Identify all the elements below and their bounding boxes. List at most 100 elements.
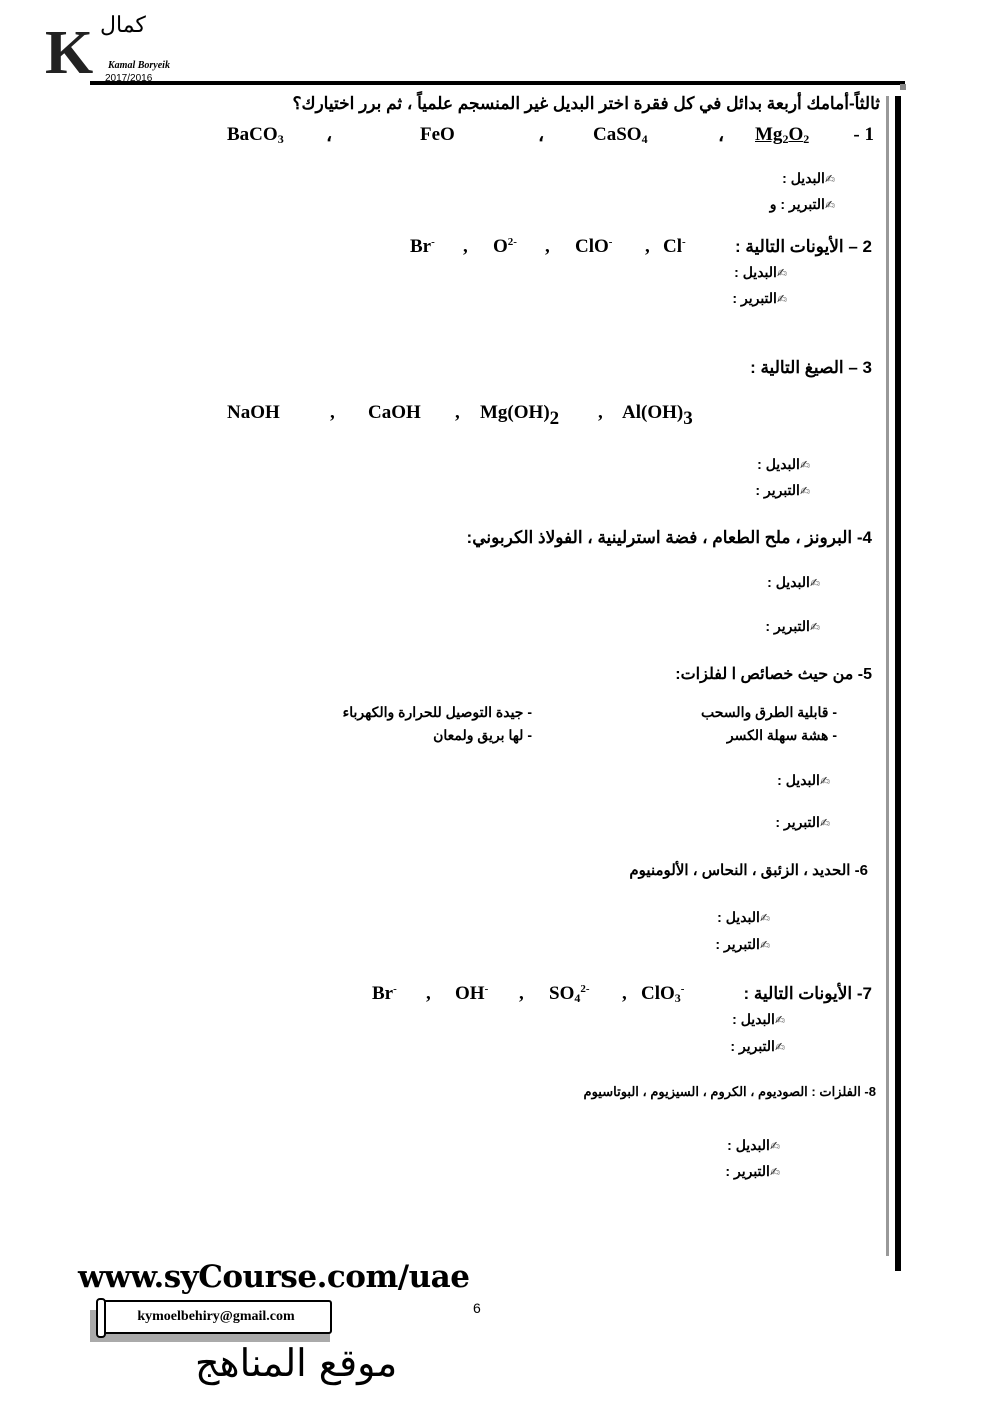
q2-ion: O2- <box>493 236 517 257</box>
q5-justification-field[interactable]: ✍التبرير : <box>775 814 830 831</box>
just-label: التبرير : <box>775 814 820 830</box>
q6-alternative-field[interactable]: ✍البديل : <box>717 909 770 926</box>
just-label: التبرير : <box>765 618 810 634</box>
separator: , <box>426 983 431 1004</box>
section-title: ثالثاً-أمامك أربعة بدائل في كل فقرة اختر… <box>292 94 880 113</box>
q7-justification-field[interactable]: ✍التبرير : <box>730 1038 785 1055</box>
page-border-shadow <box>886 96 889 1256</box>
alt-label: البديل : <box>777 772 820 788</box>
pencil-icon: ✍ <box>819 816 830 830</box>
logo-signature: كمال <box>100 13 146 38</box>
alt-label: البديل : <box>757 456 800 472</box>
q2-ion: ClO- <box>575 236 613 257</box>
alt-label: البديل : <box>732 1011 775 1027</box>
q5-option: - جيدة التوصيل للحرارة والكهرباء <box>342 704 532 720</box>
q1-number: - 1 <box>853 124 874 145</box>
pencil-icon: ✍ <box>776 266 787 280</box>
q1-option-feo: FeO <box>420 124 455 145</box>
q2-justification-field[interactable]: ✍التبرير : <box>732 290 787 307</box>
separator: ، <box>538 125 545 146</box>
q2-alternative-field[interactable]: ✍البديل : <box>734 264 787 281</box>
email-banner: kymoelbehiry@gmail.com <box>96 1298 332 1338</box>
q7-ion: Br- <box>372 983 397 1004</box>
q7-ion: SO42- <box>549 983 590 1005</box>
q7-ion: OH- <box>455 983 489 1004</box>
q4-question: 4- البرونز ، ملح الطعام ، فضة استرلينية … <box>466 528 872 547</box>
page-number: 6 <box>473 1300 481 1316</box>
pencil-icon: ✍ <box>799 484 810 498</box>
q4-alternative-field[interactable]: ✍البديل : <box>767 574 820 591</box>
just-label: التبرير : و <box>769 196 825 212</box>
pencil-icon: ✍ <box>824 198 835 212</box>
logo: K <box>45 19 94 87</box>
separator: , <box>455 402 460 423</box>
q1-option-baco3: BaCO3 <box>227 124 284 146</box>
q7-ion: ClO3- <box>641 983 685 1005</box>
alt-label: البديل : <box>734 264 777 280</box>
separator: ، <box>718 125 725 146</box>
q3-justification-field[interactable]: ✍التبرير : <box>755 482 810 499</box>
q3-question: 3 – الصيغ التالية : <box>750 358 872 377</box>
q8-question: 8- الفلزات : الصوديوم ، الكروم ، السيزيو… <box>583 1084 876 1099</box>
q1-option-mg2o2: Mg2O2 <box>755 124 810 146</box>
page-border-right <box>895 96 901 1271</box>
q1-alternative-field[interactable]: ✍البديل : <box>782 170 835 187</box>
q2-ion: Cl- <box>663 236 686 257</box>
pencil-icon: ✍ <box>759 938 770 952</box>
just-label: التبرير : <box>725 1163 770 1179</box>
header-rule-shadow <box>900 84 906 90</box>
just-label: التبرير : <box>730 1038 775 1054</box>
separator: , <box>645 236 650 257</box>
pencil-icon: ✍ <box>819 774 830 788</box>
q3-formula: Mg(OH)2 <box>480 402 560 429</box>
q6-question: 6- الحديد ، الزئبق ، النحاس ، الألومنيوم <box>629 862 868 879</box>
q5-option: - قابلية الطرق والسحب <box>701 704 837 720</box>
q1-justification-field[interactable]: ✍التبرير : و <box>770 196 835 213</box>
pencil-icon: ✍ <box>809 620 820 634</box>
alt-label: البديل : <box>767 574 810 590</box>
just-label: التبرير : <box>715 936 760 952</box>
alt-label: البديل : <box>727 1137 770 1153</box>
pencil-icon: ✍ <box>759 911 770 925</box>
q5-question: 5- من حيث خصائص ا لفلزات: <box>675 666 872 683</box>
q5-option: - هشة سهلة الكسر <box>726 727 837 743</box>
q6-justification-field[interactable]: ✍التبرير : <box>715 936 770 953</box>
separator: , <box>545 236 550 257</box>
separator: , <box>463 236 468 257</box>
q8-alternative-field[interactable]: ✍البديل : <box>727 1137 780 1154</box>
q5-alternative-field[interactable]: ✍البديل : <box>777 772 830 789</box>
pencil-icon: ✍ <box>769 1139 780 1153</box>
separator: , <box>519 983 524 1004</box>
just-label: التبرير : <box>732 290 777 306</box>
pencil-icon: ✍ <box>809 576 820 590</box>
q7-alternative-field[interactable]: ✍البديل : <box>732 1011 785 1028</box>
email-text: kymoelbehiry@gmail.com <box>137 1309 295 1324</box>
just-label: التبرير : <box>755 482 800 498</box>
q3-formula: CaOH <box>368 402 421 423</box>
q3-formula: Al(OH)3 <box>622 402 693 429</box>
separator: , <box>622 983 627 1004</box>
alt-label: البديل : <box>782 170 825 186</box>
school-year: 2017/2016 <box>105 73 153 84</box>
q5-option: - لها بريق ولمعان <box>433 727 532 743</box>
separator: , <box>598 402 603 423</box>
q8-justification-field[interactable]: ✍التبرير : <box>725 1163 780 1180</box>
pencil-icon: ✍ <box>776 292 787 306</box>
q1-option-caso4: CaSO4 <box>593 124 648 146</box>
pencil-icon: ✍ <box>824 172 835 186</box>
q7-question: 7- الأيونات التالية : <box>743 984 872 1003</box>
q3-formula: NaOH <box>227 402 280 423</box>
pencil-icon: ✍ <box>769 1165 780 1179</box>
header-rule <box>90 81 905 85</box>
author-name: Kamal Boryeik <box>108 60 170 71</box>
pencil-icon: ✍ <box>774 1013 785 1027</box>
q2-question: 2 – الأيونات التالية : <box>735 237 872 256</box>
alt-label: البديل : <box>717 909 760 925</box>
q2-ion: Br- <box>410 236 435 257</box>
arabic-site-watermark: موقع المناهج <box>195 1341 398 1385</box>
separator: , <box>330 402 335 423</box>
q3-alternative-field[interactable]: ✍البديل : <box>757 456 810 473</box>
pencil-icon: ✍ <box>774 1040 785 1054</box>
q4-justification-field[interactable]: ✍التبرير : <box>765 618 820 635</box>
